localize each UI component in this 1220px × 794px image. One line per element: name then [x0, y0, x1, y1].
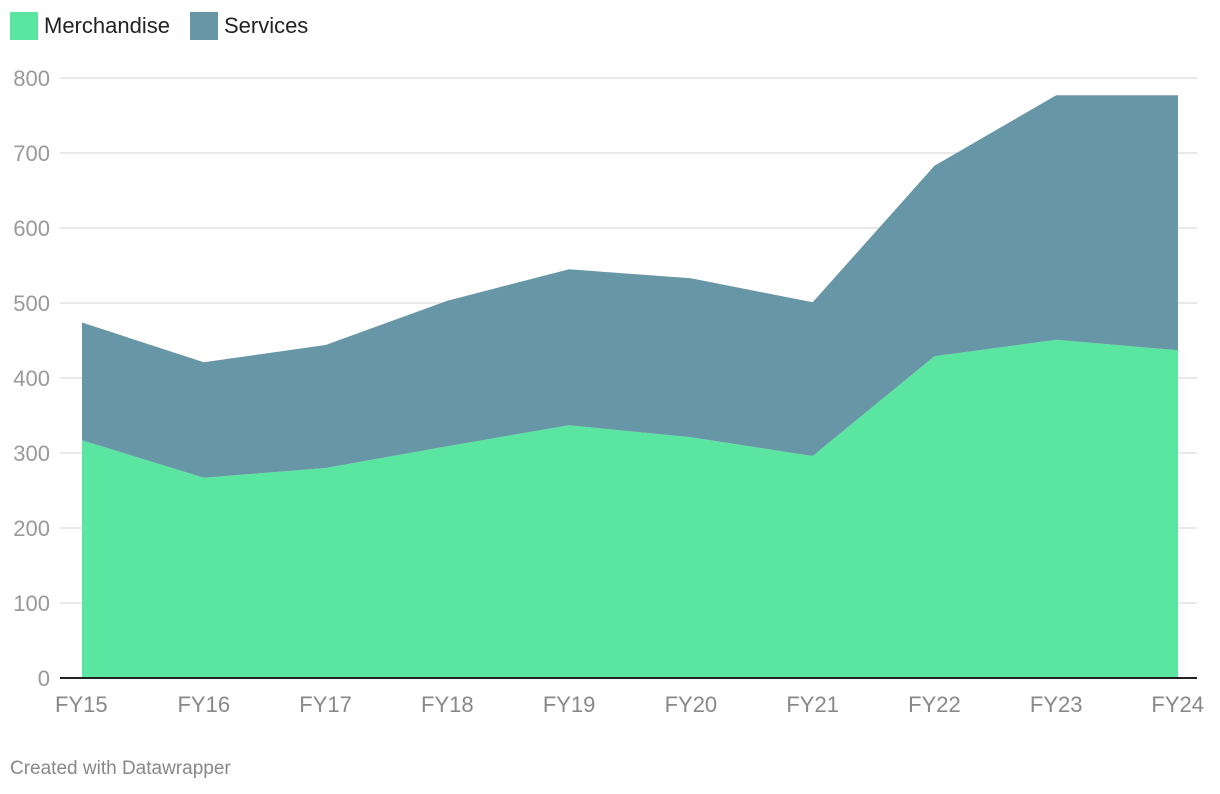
x-tick-label: FY24 — [1151, 692, 1204, 717]
area-series — [82, 95, 1178, 678]
x-tick-label: FY18 — [421, 692, 474, 717]
y-tick-label: 800 — [13, 66, 50, 91]
y-tick-label: 500 — [13, 291, 50, 316]
x-tick-label: FY23 — [1030, 692, 1083, 717]
y-tick-label: 0 — [38, 666, 50, 691]
x-tick-label: FY19 — [543, 692, 596, 717]
y-tick-label: 100 — [13, 591, 50, 616]
legend: Merchandise Services — [10, 12, 328, 40]
legend-item-services: Services — [189, 12, 309, 40]
y-tick-label: 300 — [13, 441, 50, 466]
area-merchandise — [82, 339, 1178, 678]
legend-swatch-services — [189, 12, 218, 40]
datawrapper-credit: Created with Datawrapper — [10, 758, 231, 779]
legend-item-merchandise: Merchandise — [10, 12, 170, 40]
x-tick-label: FY22 — [908, 692, 961, 717]
x-tick-label: FY21 — [786, 692, 839, 717]
legend-label-services: Services — [223, 13, 309, 38]
y-tick-label: 400 — [13, 366, 50, 391]
y-tick-label: 600 — [13, 216, 50, 241]
area-services — [82, 95, 1178, 478]
y-axis-labels: 0 100 200 300 400 500 600 700 800 — [13, 66, 50, 691]
x-tick-label: FY20 — [665, 692, 718, 717]
x-tick-label: FY17 — [299, 692, 352, 717]
x-tick-label: FY15 — [55, 692, 108, 717]
x-tick-label: FY16 — [177, 692, 230, 717]
x-axis-labels: FY15 FY16 FY17 FY18 FY19 FY20 FY21 FY22 FY23 FY24 — [55, 692, 1204, 717]
legend-label-merchandise: Merchandise — [44, 13, 170, 38]
legend-swatch-merchandise — [10, 12, 38, 40]
y-tick-label: 200 — [13, 516, 50, 541]
y-tick-label: 700 — [13, 141, 50, 166]
